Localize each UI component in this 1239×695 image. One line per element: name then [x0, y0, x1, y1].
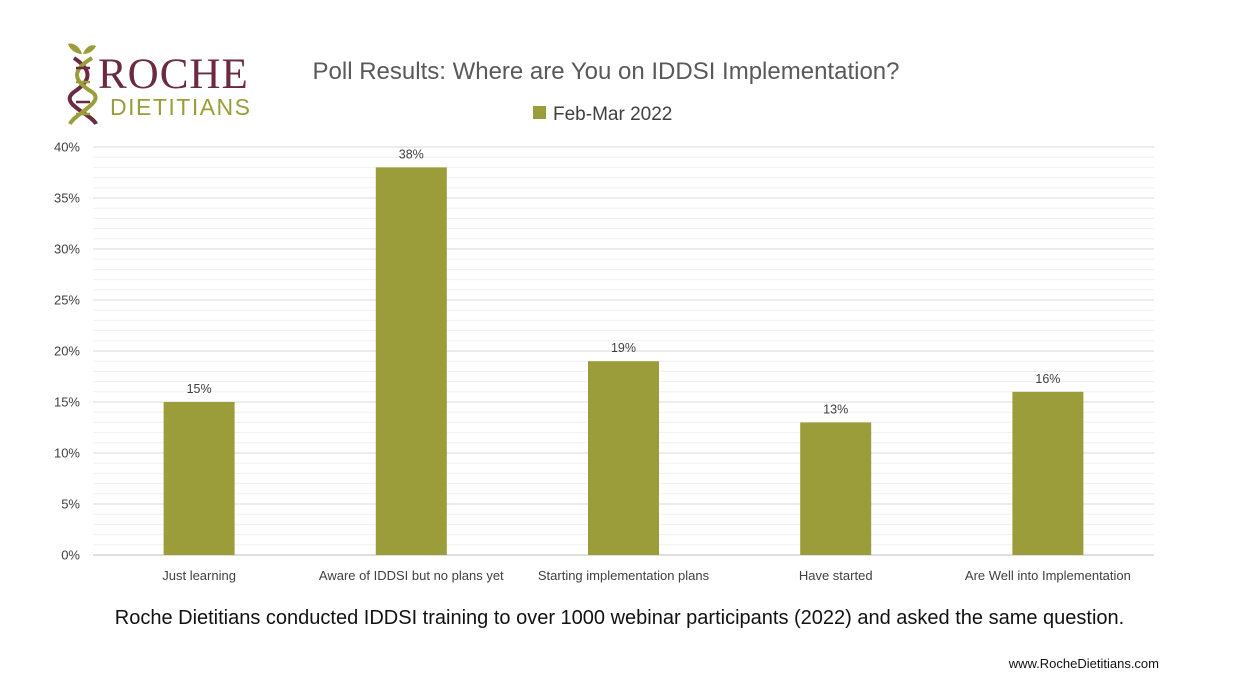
data-label: 13% — [823, 402, 848, 416]
dna-leaf-icon — [67, 43, 98, 126]
logo-line1: ROCHE — [98, 51, 249, 98]
data-labels: 15% 38% 19% 13% 16% — [187, 147, 1061, 416]
y-tick-label: 10% — [54, 446, 80, 461]
bars — [163, 167, 1084, 555]
data-label: 15% — [187, 382, 212, 396]
y-tick-label: 15% — [54, 395, 80, 410]
bar — [588, 361, 659, 555]
y-tick-label: 30% — [54, 242, 80, 257]
x-tick-label: Aware of IDDSI but no plans yet — [319, 568, 504, 583]
bar — [163, 402, 235, 555]
legend-label: Feb-Mar 2022 — [553, 104, 672, 125]
y-tick-label: 5% — [61, 497, 80, 512]
bar — [375, 167, 447, 555]
data-label: 38% — [399, 147, 424, 161]
chart-title: Poll Results: Where are You on IDDSI Imp… — [313, 58, 900, 85]
y-tick-label: 0% — [61, 548, 80, 563]
logo-line2: DIETITIANS — [110, 94, 252, 120]
legend: Feb-Mar 2022 — [533, 104, 672, 125]
y-tick-label: 35% — [54, 191, 80, 206]
legend-swatch — [533, 106, 546, 119]
roche-dietitians-logo: ROCHE DIETITIANS — [67, 43, 252, 126]
y-tick-label: 25% — [54, 293, 80, 308]
data-label: 16% — [1035, 372, 1060, 386]
x-tick-label: Starting implementation plans — [538, 568, 710, 583]
x-tick-label: Have started — [799, 568, 873, 583]
website-url: www.RocheDietitians.com — [1008, 656, 1159, 671]
x-tick-label: Are Well into Implementation — [965, 568, 1131, 583]
x-axis: Just learning Aware of IDDSI but no plans… — [162, 568, 1131, 583]
bar — [800, 422, 872, 555]
data-label: 19% — [611, 341, 636, 355]
bar — [1012, 391, 1084, 555]
bar-chart: Poll Results: Where are You on IDDSI Imp… — [54, 58, 1154, 583]
y-tick-label: 20% — [54, 344, 80, 359]
chart-caption: Roche Dietitians conducted IDDSI trainin… — [114, 607, 1125, 629]
y-axis: 0% 5% 10% 15% 20% 25% 30% 35% 40% — [54, 140, 80, 563]
y-tick-label: 40% — [54, 140, 80, 155]
x-tick-label: Just learning — [162, 568, 236, 583]
